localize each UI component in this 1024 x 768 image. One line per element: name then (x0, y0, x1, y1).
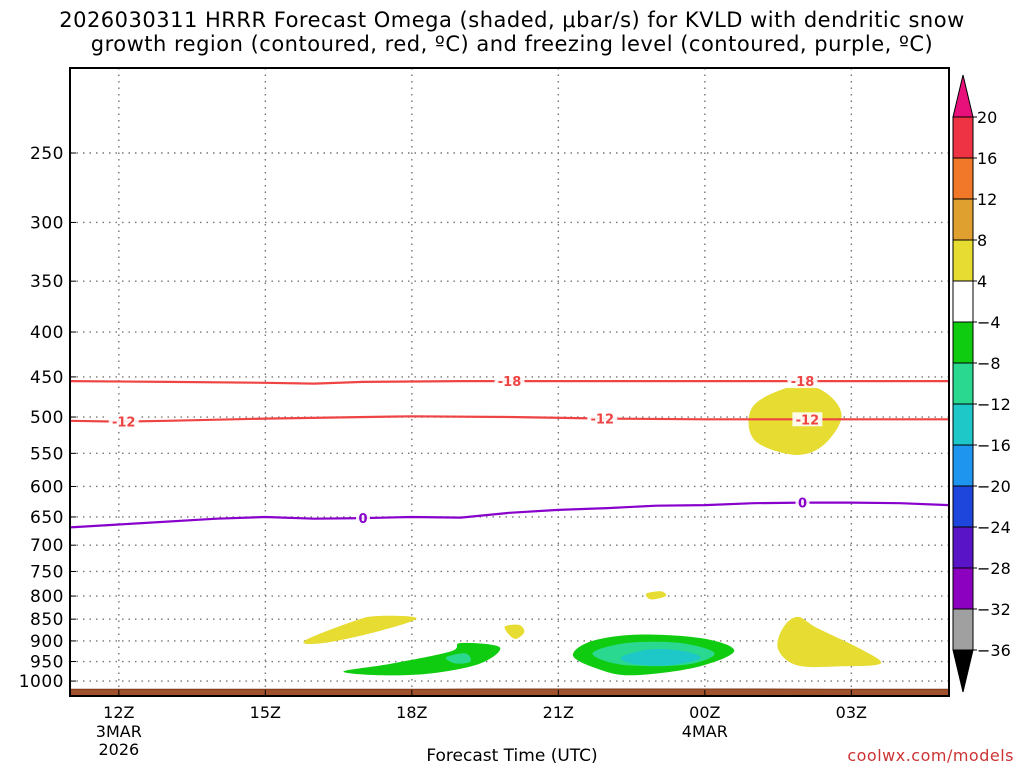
contour-label-bg (787, 374, 818, 389)
colorbar-label: −16 (977, 436, 1011, 455)
colorbar-segment (952, 362, 974, 405)
colorbar-segment (952, 485, 974, 528)
y-tick-label: 400 (30, 323, 64, 343)
colorbar-label: −12 (977, 395, 1011, 414)
y-tick-label: 650 (30, 508, 64, 528)
x-tick-label: 21Z (543, 703, 574, 722)
plot-frame (69, 67, 950, 697)
chart-title-line-2: growth region (contoured, red, ºC) and f… (90, 32, 934, 56)
contour-label: 0 (798, 497, 807, 512)
contour-label: -12 (112, 415, 136, 430)
colorbar-top-arrow (952, 74, 974, 118)
dendritic-minus18-contour (70, 380, 949, 385)
x-tick-label: 15Z (250, 703, 281, 722)
omega-positive-area (504, 624, 525, 639)
colorbar-label: −32 (977, 600, 1011, 619)
colorbar-segment (952, 321, 974, 364)
omega-negative-area (620, 649, 701, 666)
contour-label: -18 (498, 375, 522, 390)
y-tick-label: 750 (30, 562, 64, 582)
omega-positive-area (303, 615, 417, 644)
omega-positive-area (777, 616, 882, 668)
contour-label-bg (356, 511, 370, 526)
omega-negative-area (445, 653, 471, 664)
colorbar-label: −8 (977, 354, 1001, 373)
x-tick-year: 2026 (98, 740, 139, 759)
colorbar-bottom-arrow (952, 649, 974, 693)
y-tick-label: 300 (30, 213, 64, 233)
x-tick-date: 4MAR (682, 722, 728, 741)
x-tick-label: 00Z (689, 703, 720, 722)
colorbar-label: −24 (977, 518, 1011, 537)
colorbar-label: 20 (977, 108, 997, 127)
y-tick-label: 450 (30, 368, 64, 388)
colorbar-segment (952, 280, 974, 323)
chart-title-line-1: 2026030311 HRRR Forecast Omega (shaded, … (59, 8, 965, 32)
x-tick-label: 18Z (396, 703, 427, 722)
omega-positive-area (645, 591, 667, 600)
colorbar-segment (952, 403, 974, 446)
y-tick-label: 350 (30, 272, 64, 292)
freezing-level-contour (70, 501, 949, 529)
x-tick-date: 3MAR (96, 722, 142, 741)
contour-label: -12 (796, 413, 820, 428)
y-tick-label: 900 (30, 632, 64, 652)
contour-label-bg (108, 414, 139, 429)
colorbar-label: −36 (977, 641, 1011, 660)
y-tick-label: 250 (30, 144, 64, 164)
colorbar-segment (952, 116, 974, 159)
y-tick-label: 600 (30, 477, 64, 497)
contour-label: -12 (591, 412, 615, 427)
colorbar-label: −20 (977, 477, 1011, 496)
contour-label: 0 (358, 512, 367, 527)
terrain-surface (70, 688, 949, 696)
contour-label: -18 (791, 375, 815, 390)
contour-label-bg (795, 495, 810, 510)
colorbar-segment (952, 239, 974, 282)
contour-label-bg (792, 412, 823, 427)
y-tick-label: 850 (30, 610, 64, 630)
colorbar-label: −4 (977, 313, 1001, 332)
x-tick-label: 03Z (836, 703, 867, 722)
y-tick-label: 800 (30, 587, 64, 607)
colorbar-segment (952, 567, 974, 610)
contour-label-bg (587, 411, 618, 426)
y-tick-label: 1000 (19, 672, 64, 692)
y-tick-label: 550 (30, 444, 64, 464)
omega-negative-area (343, 642, 501, 676)
contour-label-bg (494, 374, 525, 389)
credit-text: coolwx.com/models (847, 746, 1014, 765)
y-tick-label: 700 (30, 536, 64, 556)
colorbar-segment (952, 157, 974, 200)
dendritic-minus12-contour (70, 415, 949, 423)
colorbar-label: 12 (977, 190, 997, 209)
colorbar-label: 16 (977, 149, 997, 168)
y-tick-label: 950 (30, 653, 64, 673)
colorbar-segment (952, 198, 974, 241)
x-tick-label: 12Z (103, 703, 134, 722)
colorbar-segment (952, 444, 974, 487)
colorbar-label: 8 (977, 231, 987, 250)
y-tick-label: 500 (30, 408, 64, 428)
x-axis-label: Forecast Time (UTC) (426, 746, 598, 766)
colorbar-label: 4 (977, 272, 987, 291)
colorbar-segment (952, 608, 974, 651)
colorbar-segment (952, 526, 974, 569)
colorbar-label: −28 (977, 559, 1011, 578)
